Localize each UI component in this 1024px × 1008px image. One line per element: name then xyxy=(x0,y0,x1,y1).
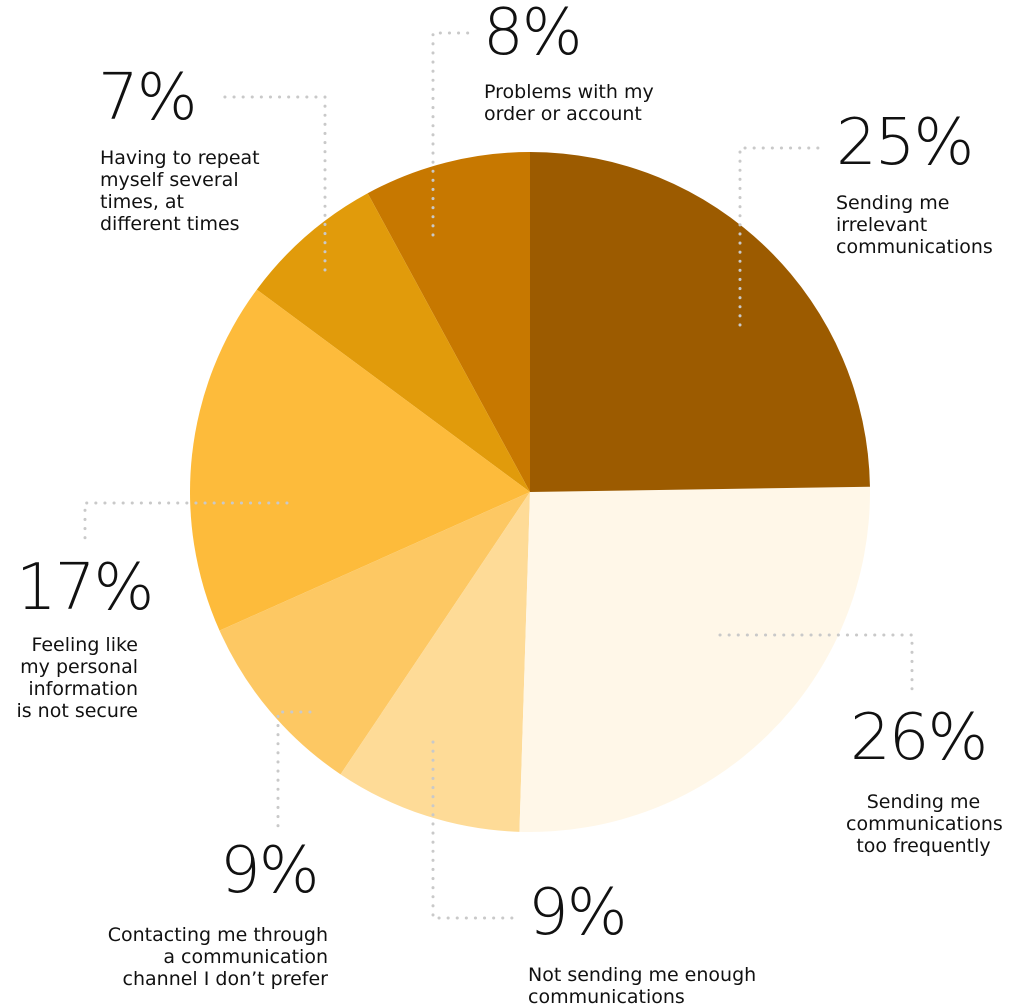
category-label: Problems with my order or account xyxy=(484,81,654,125)
category-label: Not sending me enough communications xyxy=(528,964,757,1008)
category-label: Sending me communications too frequently xyxy=(846,791,1003,857)
value-label: 7% xyxy=(98,61,198,135)
pie-slice xyxy=(530,152,870,492)
pie-slice xyxy=(340,492,530,832)
value-label: 8% xyxy=(483,0,583,70)
pie-slice xyxy=(519,486,870,832)
pie-slice xyxy=(189,289,530,631)
pie-slice xyxy=(256,193,530,492)
leader-line xyxy=(431,31,472,237)
category-label: Having to repeat myself several times, a… xyxy=(100,147,260,235)
leader-line xyxy=(718,633,914,692)
leader-line xyxy=(276,710,312,830)
pie-slice xyxy=(367,152,530,492)
value-label: 9% xyxy=(528,876,628,950)
leader-line xyxy=(431,740,514,920)
value-label: 25% xyxy=(836,106,974,180)
value-label: 17% xyxy=(16,551,154,625)
category-label: Feeling like my personal information is … xyxy=(16,634,138,722)
leader-line xyxy=(83,501,289,542)
category-label: Contacting me through a communication ch… xyxy=(107,924,328,990)
value-label: 26% xyxy=(850,701,988,775)
value-label: 9% xyxy=(220,834,320,908)
pie-slice xyxy=(219,492,531,775)
leader-line xyxy=(218,95,327,272)
category-label: Sending me irrelevant communications xyxy=(836,192,993,258)
